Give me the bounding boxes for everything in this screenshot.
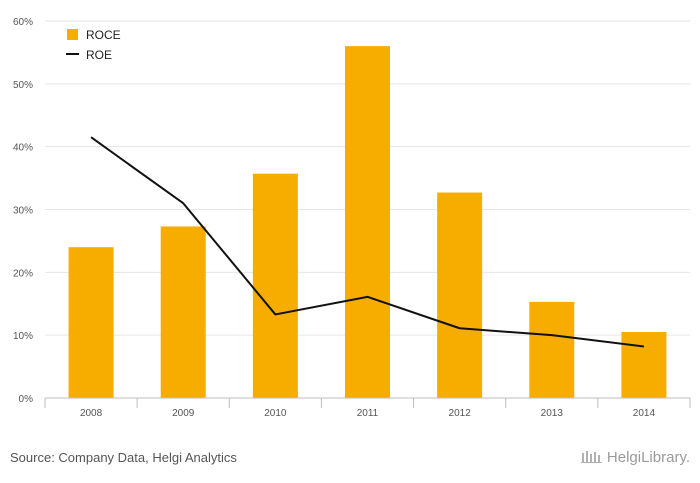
y-tick-label: 0% (19, 394, 34, 405)
x-axis-ticks: 2008 2009 2010 2011 2012 2013 2014 (80, 408, 656, 419)
roce-bar (437, 192, 483, 398)
y-axis-ticks: 0% 10% 20% 30% 40% 50% 60% (13, 17, 33, 405)
roce-bar (252, 173, 298, 398)
roe-line (90, 136, 645, 348)
legend-swatch-roce (67, 29, 78, 40)
y-tick-label: 10% (13, 331, 33, 342)
x-tick-label: 2009 (172, 408, 195, 419)
y-tick-label: 50% (13, 80, 33, 91)
x-tick-label: 2011 (357, 408, 379, 419)
legend: ROCE ROE (66, 28, 121, 62)
legend-label-roce: ROCE (86, 28, 121, 42)
library-logo-icon (580, 449, 603, 467)
y-tick-label: 30% (13, 206, 33, 217)
y-tick-label: 20% (13, 268, 33, 279)
x-tick-label: 2013 (541, 408, 564, 419)
roe-line-series (90, 136, 645, 348)
x-tick-label: 2010 (264, 408, 287, 419)
x-tick-label: 2008 (80, 408, 103, 419)
legend-label-roe: ROE (86, 48, 112, 62)
x-tick-label: 2014 (633, 408, 656, 419)
source-note: Source: Company Data, Helgi Analytics (10, 450, 237, 465)
y-tick-label: 60% (13, 17, 33, 28)
x-axis (44, 397, 691, 408)
roce-bar (345, 46, 390, 399)
roce-bars (68, 46, 667, 399)
roce-bar (621, 332, 667, 398)
roce-bar (160, 226, 206, 398)
roce-bar (529, 301, 575, 398)
logo-text: HelgiLibrary. (606, 449, 690, 466)
chart: 0% 10% 20% 30% 40% 50% 60% 2008 2009 2010 2011 201… (13, 17, 691, 419)
y-tick-label: 40% (13, 143, 33, 154)
helgi-library-logo[interactable]: HelgiLibrary. (580, 449, 690, 467)
roce-bar (68, 247, 114, 398)
x-tick-label: 2012 (449, 408, 472, 419)
